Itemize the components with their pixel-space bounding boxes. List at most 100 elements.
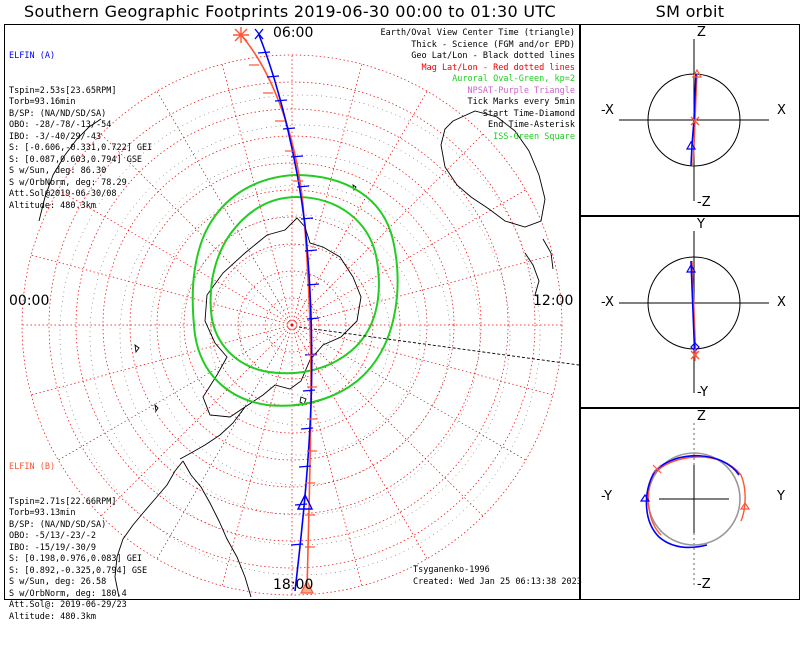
legend-item: ISS-Green Square [493,131,575,142]
auroral-oval-inner [209,195,380,375]
mag-lon-line [291,189,526,326]
sm-yz-left-label: -Y [601,489,613,504]
elfin-b-triangle [691,68,703,78]
mag-lat-circle [48,81,536,569]
mag-lon-line [291,324,363,586]
time-label-left: 00:00 [9,293,50,309]
mag-lat-circle [156,189,428,461]
sm-xz-left-label: -X [601,103,614,118]
elfin-a-tick [306,317,320,320]
legend-item: Geo Lat/Lon - Black dotted lines [411,51,575,61]
sm-yz-top-label: Z [697,409,706,424]
sm-panel-yz-plot [639,423,751,587]
elfin-b-orbit [692,73,698,167]
elfin-a-line: Altitude: 480.3km [9,200,96,211]
legend-item: NPSAT-Purple Triangle [467,85,575,96]
elfin-end-asterisk [690,349,700,361]
sm-yz-bottom-label: -Z [697,577,711,592]
geo-lat-circle [59,94,541,576]
time-label-right: 12:00 [533,293,574,309]
elfin-start-asterisk [690,116,700,126]
elfin-a-ticks [257,51,320,546]
legend: Earth/Oval View Center Time (triangle) Th… [381,28,575,143]
mag-lon-line [291,324,428,559]
mag-lon-line [58,324,293,461]
elfin-a-tick [282,127,296,130]
sm-yz-right-label: Y [777,489,785,504]
sm-panel-xz: Z -Z -X X [580,24,800,216]
geo-lat-circle [89,124,511,546]
mag-lon-line [291,64,363,326]
elfin-b-start-asterisk [233,27,249,43]
australia-outline [440,110,546,228]
elfin-a-line: IBO: -3/-40/29/-43 [9,131,102,142]
legend-item: Mag Lat/Lon - Red dotted lines [421,62,575,73]
geo-lat-circle [119,154,481,516]
time-label-top: 06:00 [273,25,314,41]
mag-lon-line [291,324,553,396]
mag-lat-circle [237,270,347,380]
satellite-tracks [233,27,320,594]
mag-grid [21,54,563,596]
elfin-a-line: S: [0.087,0.603,0.794] GSE [9,154,143,165]
island-1 [134,343,140,354]
elfin-b-line: Tspin=2.71s[22.66RPM] [9,496,117,507]
mag-lon-line [291,91,428,326]
footprint-map-frame: 06:00 00:00 12:00 18:00 ELFIN (A) Tspin=… [4,24,582,622]
elfin-a-tick [296,185,310,188]
sm-xz-bottom-label: -Z [697,195,711,210]
terminator-line [298,326,579,366]
mag-lon-line [291,133,484,326]
antarctic-peninsula [179,406,246,460]
sm-panel-yz: Z -Z -Y Y [580,408,800,600]
elfin-a-triangle [685,140,697,150]
elfin-a-tick [274,99,288,102]
elfin-a-line: S w/OrbNorm, deg: 78.29 [9,177,127,188]
sm-xy-left-label: -X [601,295,614,310]
south-america-outline [114,460,252,598]
elfin-a-tick [266,75,280,78]
elfin-b-orbit [647,456,746,536]
sm-xy-bottom-label: -Y [697,385,709,400]
sm-panel-xz-plot [619,39,769,201]
sm-panel-xy: Y -Y -X X [580,216,800,408]
earth-circle [647,73,741,167]
mag-lon-line [31,324,293,396]
elfin-b-line: B/SP: (NA/ND/SD/SA) [9,519,107,530]
elfin-b-line: IBO: -15/19/-30/9 [9,542,96,553]
elfin-b-center-triangle [300,579,314,594]
auroral-oval [191,173,399,407]
elfin-a-line: B/SP: (NA/ND/SD/SA) [9,108,107,119]
mag-lon-line [156,324,293,559]
elfin-a-tick [257,51,271,54]
page-title: Southern Geographic Footprints 2019-06-3… [24,2,556,21]
mag-lat-circle [21,54,563,596]
mag-lat-circle [129,162,455,488]
elfin-b-line: S w/OrbNorm, deg: 180.4 [9,588,127,599]
elfin-a-tick [300,427,314,430]
mag-lon-line [221,64,293,326]
elfin-b-ticks [249,64,317,548]
africa-outline [38,118,102,222]
elfin-a-tick [290,155,304,158]
elfin-a-line: S: [-0.606,-0.331,0.722] GEI [9,143,153,153]
elfin-a-tick [302,389,316,392]
mag-lon-line [291,324,484,517]
elfin-a-triangle [639,493,651,502]
elfin-a-lines: Tspin=2.53s[23.65RPM] Torb=93.16min B/SP: … [9,86,152,213]
island-4 [154,403,159,413]
elfin-a-center-triangle [296,493,314,510]
elfin-a-tick [304,249,318,252]
mag-lon-line [156,91,293,326]
elfin-b-line: S w/Sun, deg: 26.58 [9,577,107,587]
geo-lat-circle [149,184,451,486]
sm-xy-right-label: X [777,295,786,310]
elfin-b-line: S: [0.198,0.976,0.083] GEI [9,554,143,564]
elfin-b-start-asterisk [652,464,662,474]
elfin-a-triangle [685,263,697,273]
legend-item: Thick - Science (FGM and/or EPD) [411,39,575,50]
created-label: Created: Wed Jan 25 06:13:38 2023 [413,577,582,587]
elfin-a-orbit [645,454,740,549]
elfin-a-line: Torb=93.16min [9,97,76,107]
elfin-b-info: ELFIN (B) Tspin=2.71s[22.66RPM] Torb=93.1… [9,439,147,646]
